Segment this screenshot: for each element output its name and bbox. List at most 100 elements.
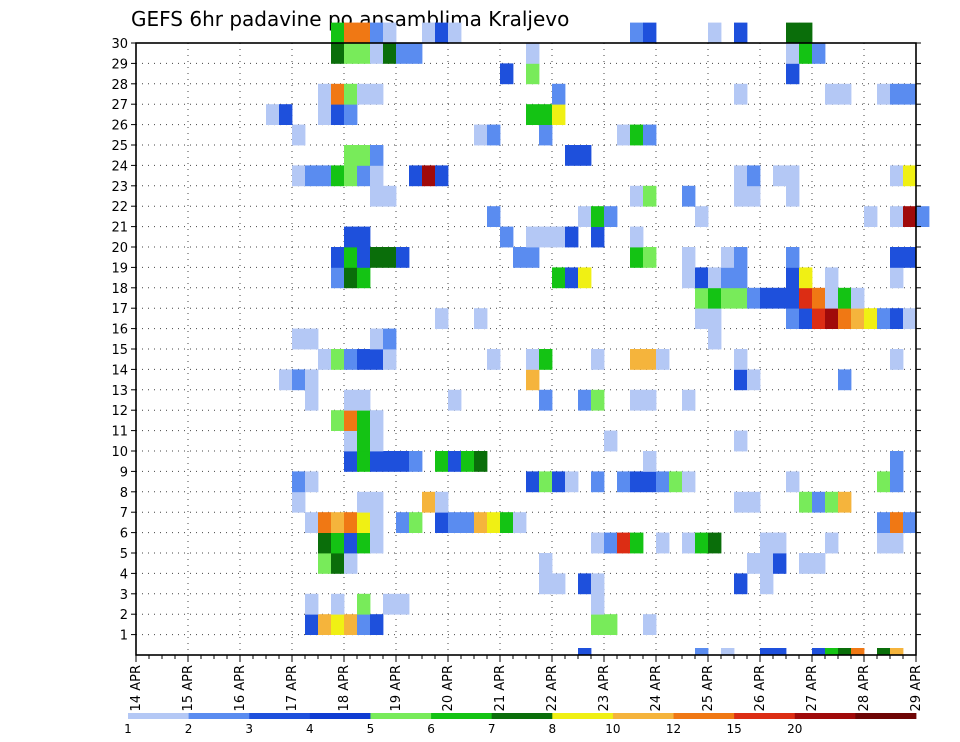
heatmap-cell (890, 83, 904, 105)
heatmap-cell (890, 532, 904, 554)
x-tick-label: 29 APR (909, 665, 924, 711)
heatmap-cell (305, 593, 319, 615)
heatmap-cell (838, 287, 852, 309)
heatmap-cell (578, 648, 592, 656)
heatmap-cell (370, 430, 384, 452)
heatmap-cell (630, 124, 644, 146)
heatmap-cell (552, 104, 566, 125)
heatmap-cell (487, 512, 501, 533)
heatmap-cell (500, 63, 514, 85)
heatmap-cell (656, 471, 670, 493)
heatmap-cell (838, 648, 852, 656)
heatmap-cell (734, 22, 748, 44)
heatmap-cell (292, 369, 306, 391)
heatmap-cell (357, 389, 371, 411)
heatmap-cell (617, 124, 631, 146)
heatmap-cell (747, 553, 761, 574)
heatmap-cell (890, 308, 904, 329)
heatmap-cell (773, 553, 787, 574)
heatmap-cell (344, 553, 358, 574)
heatmap-cell (578, 145, 592, 166)
x-tick-label: 20 APR (441, 665, 456, 711)
heatmap-cell (305, 389, 319, 411)
heatmap-cell (734, 165, 748, 187)
heatmap-cell (370, 614, 384, 635)
heatmap-cell (890, 512, 904, 533)
heatmap-cell (747, 491, 761, 513)
heatmap-cell (370, 349, 384, 370)
heatmap-cell (305, 512, 319, 533)
heatmap-cell (708, 22, 722, 44)
heatmap-cell (539, 124, 553, 146)
heatmap-cell (305, 369, 319, 391)
heatmap-cell (487, 124, 501, 146)
heatmap-cell (825, 308, 839, 329)
y-tick-label: 25 (111, 139, 128, 154)
heatmap-cell (825, 491, 839, 513)
heatmap-cell (357, 43, 371, 64)
heatmap-cell (565, 145, 579, 166)
heatmap-cell (448, 512, 462, 533)
heatmap-cell (903, 206, 917, 227)
heatmap-cell (344, 614, 358, 635)
heatmap-cell (838, 308, 852, 329)
heatmap-cell (591, 389, 605, 411)
heatmap-cell (292, 491, 306, 513)
heatmap-cell (786, 471, 800, 493)
heatmap-cell (630, 247, 644, 268)
heatmap-cell (708, 328, 722, 350)
heatmap-cell (383, 328, 397, 350)
y-tick-label: 4 (120, 567, 128, 582)
heatmap-cell (578, 389, 592, 411)
heatmap-cell (812, 287, 826, 309)
heatmap-cell (331, 104, 345, 125)
x-tick-label: 14 APR (129, 665, 144, 711)
heatmap-cell (890, 349, 904, 370)
heatmap-cell (903, 247, 917, 268)
heatmap-cell (539, 104, 553, 125)
heatmap-cell (357, 410, 371, 431)
y-tick-label: 16 (111, 323, 128, 338)
heatmap-cell (708, 267, 722, 289)
heatmap-cells (266, 22, 930, 656)
y-tick-label: 8 (120, 486, 128, 501)
heatmap-cell (695, 206, 709, 227)
heatmap-cell (578, 573, 592, 595)
heatmap-cell (591, 471, 605, 493)
y-tick-label: 15 (111, 343, 128, 358)
heatmap-cell (682, 247, 696, 268)
heatmap-cell (799, 43, 813, 64)
heatmap-cell (357, 451, 371, 472)
heatmap-cell (344, 389, 358, 411)
heatmap-cell (799, 267, 813, 289)
legend-swatch (128, 713, 190, 719)
heatmap-cell (344, 430, 358, 452)
heatmap-cell (422, 491, 436, 513)
heatmap-cell (903, 83, 917, 105)
heatmap-cell (435, 512, 449, 533)
heatmap-cell (409, 451, 423, 472)
heatmap-cell (643, 185, 657, 207)
heatmap-cell (747, 287, 761, 309)
heatmap-cell (448, 451, 462, 472)
heatmap-cell (474, 124, 488, 146)
heatmap-cell (799, 308, 813, 329)
x-tick-label: 15 APR (181, 665, 196, 711)
heatmap-cell (760, 648, 774, 656)
legend-label: 4 (306, 722, 314, 736)
heatmap-cell (604, 206, 618, 227)
heatmap-cell (344, 83, 358, 105)
heatmap-cell (344, 226, 358, 248)
heatmap-cell (591, 226, 605, 248)
heatmap-cell (370, 83, 384, 105)
heatmap-cell (435, 491, 449, 513)
heatmap-cell (747, 369, 761, 391)
heatmap-cell (591, 349, 605, 370)
heatmap-cell (734, 185, 748, 207)
heatmap-cell (487, 206, 501, 227)
heatmap-cell (695, 267, 709, 289)
heatmap-cell (526, 226, 540, 248)
heatmap-cell (396, 451, 410, 472)
heatmap-cell (890, 648, 904, 656)
